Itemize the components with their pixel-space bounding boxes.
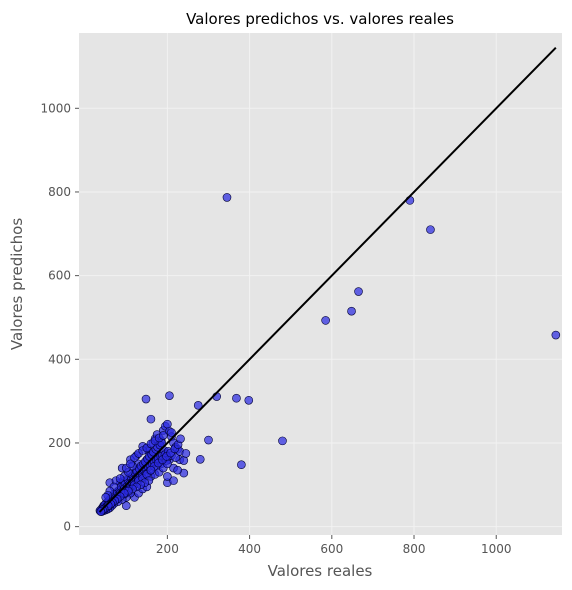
y-tick-label: 400	[48, 352, 71, 366]
data-point	[146, 414, 156, 424]
y-tick-label: 0	[63, 520, 71, 534]
data-point	[146, 465, 156, 475]
data-point	[121, 501, 131, 511]
data-point	[222, 193, 232, 202]
data-point	[278, 436, 287, 446]
data-point	[204, 435, 213, 445]
data-point	[158, 431, 168, 440]
x-tick-label: 1000	[481, 542, 512, 556]
data-point	[551, 330, 561, 340]
x-tick-label: 400	[238, 542, 261, 556]
data-point	[426, 225, 435, 234]
data-point	[167, 428, 176, 437]
data-point	[141, 394, 151, 404]
data-point	[193, 401, 203, 410]
x-axis-label: Valores reales	[268, 562, 373, 580]
reference-line	[98, 46, 557, 513]
data-point	[165, 391, 174, 400]
x-tick-label: 800	[403, 542, 426, 556]
y-tick-label: 1000	[40, 101, 71, 115]
data-points	[95, 193, 561, 516]
data-point	[176, 434, 185, 444]
chart-title: Valores predichos vs. valores reales	[186, 10, 454, 28]
data-point	[126, 459, 135, 469]
x-axis-ticks: 200 400 600 800 1000	[156, 535, 512, 556]
grid-lines	[79, 33, 562, 535]
data-point	[179, 456, 189, 465]
y-tick-label: 200	[48, 436, 71, 450]
y-tick-label: 600	[48, 269, 71, 283]
data-point	[181, 449, 191, 458]
data-point	[115, 474, 125, 483]
y-axis-ticks: 0 200 400 600 800 1000	[40, 101, 79, 534]
y-tick-label: 800	[48, 185, 71, 199]
data-point	[163, 472, 172, 481]
data-point	[169, 476, 178, 485]
data-point	[237, 460, 246, 470]
reference-line-layer	[98, 46, 557, 513]
data-point	[244, 395, 254, 405]
data-point	[101, 493, 111, 502]
data-point	[195, 454, 205, 464]
data-point	[354, 287, 363, 296]
data-point	[232, 393, 241, 403]
data-point	[163, 419, 172, 429]
data-point	[347, 306, 356, 316]
data-point	[321, 316, 330, 325]
y-axis-label: Valores predichos	[8, 218, 26, 350]
x-tick-label: 200	[156, 542, 179, 556]
x-tick-label: 600	[320, 542, 343, 556]
data-point	[173, 465, 182, 475]
